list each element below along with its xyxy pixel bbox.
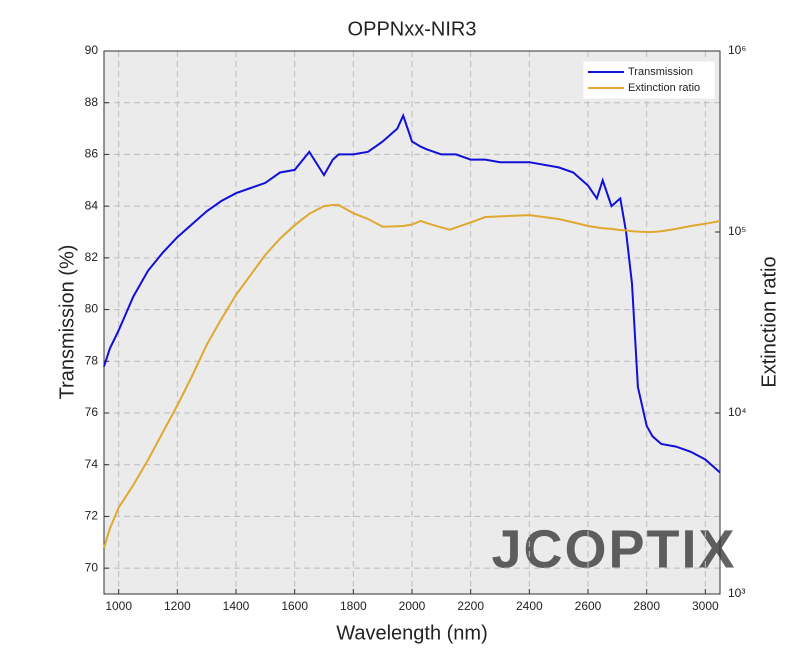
y2-tick-label: 10⁵ (728, 224, 746, 238)
x-tick-label: 1200 (164, 599, 191, 613)
legend-box (583, 61, 715, 99)
plot-frame (103, 50, 721, 595)
y-tick-label: 74 (85, 457, 99, 471)
y-tick-label: 90 (85, 43, 99, 57)
y-tick-label: 72 (85, 509, 99, 523)
x-tick-label: 1000 (105, 599, 132, 613)
y-tick-label: 78 (85, 353, 99, 367)
x-tick-label: 2600 (575, 599, 602, 613)
x-tick-label: 2800 (633, 599, 660, 613)
y-tick-label: 86 (85, 147, 99, 161)
y-axis-label: Transmission (%) (56, 245, 78, 400)
x-axis-label: Wavelength (nm) (336, 622, 488, 644)
y-tick-label: 88 (85, 95, 99, 109)
legend-label: Extinction ratio (628, 82, 700, 94)
y2-tick-label: 10⁴ (728, 405, 747, 419)
x-tick-label: 2200 (457, 599, 484, 613)
watermark: JCOPTIX (491, 519, 736, 579)
x-tick-label: 2400 (516, 599, 543, 613)
x-tick-label: 1400 (223, 599, 250, 613)
series-line (103, 112, 721, 474)
y2-tick-label: 10³ (728, 586, 745, 600)
chart-title: OPPNxx-NIR3 (348, 18, 477, 40)
y2-tick-label: 10⁶ (728, 43, 746, 57)
x-tick-label: 3000 (692, 599, 719, 613)
y-tick-label: 84 (85, 198, 99, 212)
y2-axis-label: Extinction ratio (758, 256, 780, 387)
y-tick-label: 76 (85, 405, 99, 419)
x-tick-label: 1800 (340, 599, 367, 613)
legend-label: Transmission (628, 66, 693, 78)
x-tick-label: 1600 (281, 599, 308, 613)
y-tick-label: 70 (85, 560, 99, 574)
series-line (103, 204, 721, 549)
y-tick-label: 82 (85, 250, 99, 264)
y-tick-label: 80 (85, 302, 99, 316)
x-tick-label: 2000 (399, 599, 426, 613)
